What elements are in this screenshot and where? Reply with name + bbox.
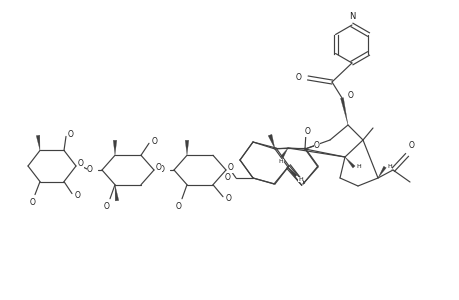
Polygon shape bbox=[377, 166, 386, 178]
Text: O: O bbox=[156, 164, 162, 172]
Text: O: O bbox=[176, 202, 182, 211]
Text: N: N bbox=[348, 12, 354, 21]
Text: O: O bbox=[159, 166, 165, 175]
Text: O: O bbox=[75, 191, 81, 200]
Polygon shape bbox=[115, 185, 118, 201]
Text: O: O bbox=[296, 74, 302, 82]
Text: O: O bbox=[225, 194, 231, 203]
Polygon shape bbox=[113, 140, 117, 155]
Text: O: O bbox=[228, 164, 234, 172]
Polygon shape bbox=[287, 167, 297, 177]
Text: O: O bbox=[30, 198, 36, 207]
Text: H: H bbox=[355, 164, 360, 169]
Text: O: O bbox=[104, 202, 110, 211]
Text: O: O bbox=[224, 173, 230, 182]
Text: O: O bbox=[68, 130, 74, 139]
Text: O: O bbox=[87, 166, 93, 175]
Text: O: O bbox=[408, 141, 414, 150]
Text: O: O bbox=[347, 92, 353, 100]
Text: H: H bbox=[386, 164, 391, 169]
Text: H: H bbox=[297, 177, 302, 182]
Text: O: O bbox=[313, 140, 319, 149]
Polygon shape bbox=[344, 157, 354, 168]
Text: O: O bbox=[151, 137, 157, 146]
Polygon shape bbox=[36, 135, 40, 150]
Polygon shape bbox=[280, 148, 287, 158]
Polygon shape bbox=[340, 98, 347, 125]
Text: O: O bbox=[78, 160, 84, 169]
Polygon shape bbox=[185, 140, 188, 155]
Text: O: O bbox=[304, 128, 310, 136]
Text: H: H bbox=[278, 159, 283, 164]
Polygon shape bbox=[268, 134, 274, 149]
